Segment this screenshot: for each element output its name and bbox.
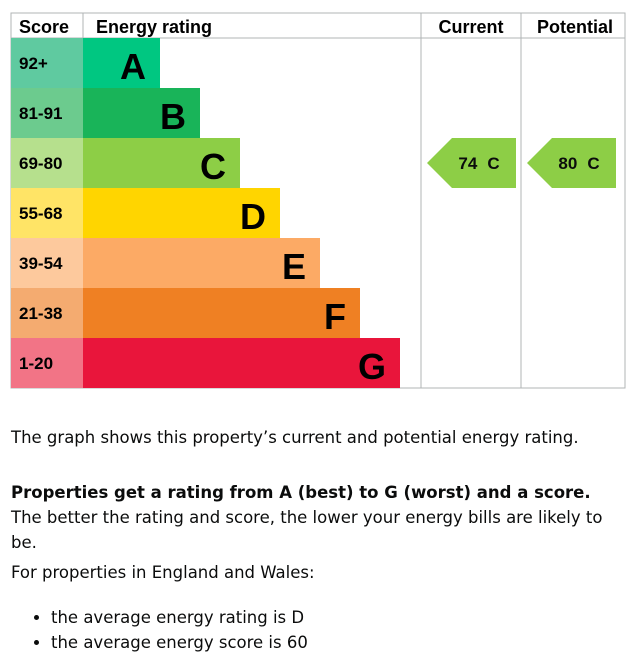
score-cell [11,338,83,388]
band-bar [83,338,400,388]
band-bar [83,238,320,288]
region: For properties in England and Wales: [11,563,315,582]
score-cell [11,138,83,188]
rating-score: 80 [558,154,577,173]
rating-arrow [527,138,616,188]
score-cell [11,288,83,338]
score-range: 55-68 [19,204,62,223]
header-current: Current [438,17,503,37]
band-bar [83,288,360,338]
score-range: 81-91 [19,104,62,123]
intro: The graph shows this property’s current … [11,428,579,447]
band-letter: C [200,146,226,187]
header-score: Score [19,17,69,37]
band-letter: G [358,346,386,387]
epc-graph: Score Energy rating Current Potential 92… [10,12,626,389]
bullet: the average energy score is 60 [51,630,308,655]
score-range: 92+ [19,54,48,73]
explanation: Properties get a rating from A (best) to… [11,480,626,555]
score-range: 39-54 [19,254,63,273]
band-bar [83,138,240,188]
bullet: the average energy rating is D [51,605,308,630]
band-letter: F [324,296,346,337]
band-bar [83,88,200,138]
bullet-list: the average energy rating is D the avera… [11,605,308,655]
rating-label: 74 C [458,154,499,173]
score-range: 69-80 [19,154,62,173]
band-bar [83,38,160,88]
rating-label: 80 C [558,154,599,173]
rating-letter: C [487,154,499,173]
band-letter: A [120,46,146,87]
band-letter: E [282,246,306,287]
score-cell [11,188,83,238]
score-cell [11,38,83,88]
rating-arrow [427,138,516,188]
header-potential: Potential [537,17,613,37]
bold-text: Properties get a rating from A (best) to… [11,483,591,502]
band-bar [83,188,280,238]
rating-score: 74 [458,154,477,173]
header-rating: Energy rating [96,17,212,37]
rating-letter: C [587,154,599,173]
score-range: 21-38 [19,304,62,323]
score-cell [11,238,83,288]
band-letter: D [240,196,266,237]
score-cell [11,88,83,138]
score-range: 1-20 [19,354,53,373]
rest-text: The better the rating and score, the low… [11,508,603,552]
band-letter: B [160,96,186,137]
